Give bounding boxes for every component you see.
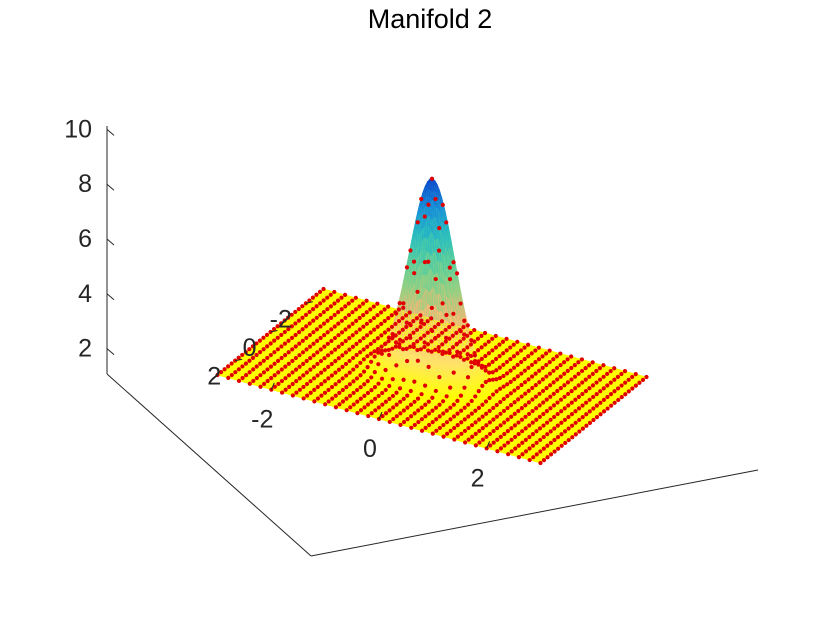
chart-title: Manifold 2 [368,4,493,34]
